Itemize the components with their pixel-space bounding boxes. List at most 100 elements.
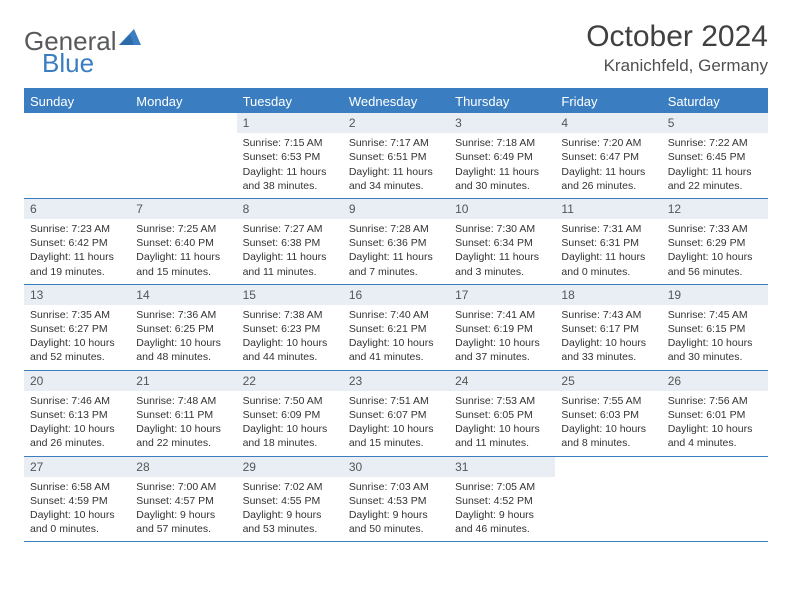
daylight-text: Daylight: 10 hours and 52 minutes. [30,336,124,364]
day-number: 22 [237,371,343,391]
sunset-text: Sunset: 4:52 PM [455,494,549,508]
weekday-header: Tuesday [237,90,343,113]
day-content: Sunrise: 7:17 AMSunset: 6:51 PMDaylight:… [343,133,449,198]
day-cell: 23Sunrise: 7:51 AMSunset: 6:07 PMDayligh… [343,371,449,456]
sunset-text: Sunset: 6:27 PM [30,322,124,336]
sunset-text: Sunset: 6:07 PM [349,408,443,422]
day-number: 12 [662,199,768,219]
daylight-text: Daylight: 11 hours and 22 minutes. [668,165,762,193]
day-content: Sunrise: 7:35 AMSunset: 6:27 PMDaylight:… [24,305,130,370]
weekday-header: Monday [130,90,236,113]
sunrise-text: Sunrise: 7:20 AM [561,136,655,150]
sunrise-text: Sunrise: 7:00 AM [136,480,230,494]
day-content: Sunrise: 7:05 AMSunset: 4:52 PMDaylight:… [449,477,555,542]
day-content: Sunrise: 7:41 AMSunset: 6:19 PMDaylight:… [449,305,555,370]
weekday-header: Friday [555,90,661,113]
day-cell: 18Sunrise: 7:43 AMSunset: 6:17 PMDayligh… [555,285,661,370]
day-cell: 25Sunrise: 7:55 AMSunset: 6:03 PMDayligh… [555,371,661,456]
sunset-text: Sunset: 6:11 PM [136,408,230,422]
day-number: 23 [343,371,449,391]
weekday-header: Saturday [662,90,768,113]
sunset-text: Sunset: 6:29 PM [668,236,762,250]
sunrise-text: Sunrise: 7:36 AM [136,308,230,322]
sunrise-text: Sunrise: 7:48 AM [136,394,230,408]
daylight-text: Daylight: 10 hours and 4 minutes. [668,422,762,450]
daylight-text: Daylight: 10 hours and 26 minutes. [30,422,124,450]
sunrise-text: Sunrise: 7:45 AM [668,308,762,322]
day-cell [662,457,768,542]
day-cell: 15Sunrise: 7:38 AMSunset: 6:23 PMDayligh… [237,285,343,370]
day-content: Sunrise: 7:18 AMSunset: 6:49 PMDaylight:… [449,133,555,198]
day-content: Sunrise: 7:30 AMSunset: 6:34 PMDaylight:… [449,219,555,284]
day-number: 29 [237,457,343,477]
daylight-text: Daylight: 10 hours and 56 minutes. [668,250,762,278]
daylight-text: Daylight: 9 hours and 53 minutes. [243,508,337,536]
day-cell: 26Sunrise: 7:56 AMSunset: 6:01 PMDayligh… [662,371,768,456]
daylight-text: Daylight: 11 hours and 3 minutes. [455,250,549,278]
sunset-text: Sunset: 6:15 PM [668,322,762,336]
sunrise-text: Sunrise: 7:51 AM [349,394,443,408]
day-content: Sunrise: 7:40 AMSunset: 6:21 PMDaylight:… [343,305,449,370]
day-number: 11 [555,199,661,219]
sunset-text: Sunset: 6:38 PM [243,236,337,250]
weekday-header: Thursday [449,90,555,113]
sunset-text: Sunset: 6:40 PM [136,236,230,250]
sunset-text: Sunset: 4:59 PM [30,494,124,508]
day-content: Sunrise: 7:33 AMSunset: 6:29 PMDaylight:… [662,219,768,284]
day-cell: 3Sunrise: 7:18 AMSunset: 6:49 PMDaylight… [449,113,555,198]
day-number: 30 [343,457,449,477]
daylight-text: Daylight: 10 hours and 48 minutes. [136,336,230,364]
day-content: Sunrise: 7:31 AMSunset: 6:31 PMDaylight:… [555,219,661,284]
day-number: 9 [343,199,449,219]
day-content: Sunrise: 7:50 AMSunset: 6:09 PMDaylight:… [237,391,343,456]
day-cell: 9Sunrise: 7:28 AMSunset: 6:36 PMDaylight… [343,199,449,284]
sunrise-text: Sunrise: 7:33 AM [668,222,762,236]
day-number: 18 [555,285,661,305]
day-cell: 6Sunrise: 7:23 AMSunset: 6:42 PMDaylight… [24,199,130,284]
sunset-text: Sunset: 4:57 PM [136,494,230,508]
day-content: Sunrise: 7:20 AMSunset: 6:47 PMDaylight:… [555,133,661,198]
daylight-text: Daylight: 9 hours and 57 minutes. [136,508,230,536]
day-content: Sunrise: 7:51 AMSunset: 6:07 PMDaylight:… [343,391,449,456]
day-number: 5 [662,113,768,133]
daylight-text: Daylight: 10 hours and 37 minutes. [455,336,549,364]
sunrise-text: Sunrise: 7:35 AM [30,308,124,322]
sunrise-text: Sunrise: 7:55 AM [561,394,655,408]
day-cell: 30Sunrise: 7:03 AMSunset: 4:53 PMDayligh… [343,457,449,542]
sunrise-text: Sunrise: 7:17 AM [349,136,443,150]
day-cell: 4Sunrise: 7:20 AMSunset: 6:47 PMDaylight… [555,113,661,198]
day-cell: 27Sunrise: 6:58 AMSunset: 4:59 PMDayligh… [24,457,130,542]
week-row: 20Sunrise: 7:46 AMSunset: 6:13 PMDayligh… [24,371,768,457]
day-content: Sunrise: 7:55 AMSunset: 6:03 PMDaylight:… [555,391,661,456]
sunset-text: Sunset: 6:05 PM [455,408,549,422]
day-cell: 16Sunrise: 7:40 AMSunset: 6:21 PMDayligh… [343,285,449,370]
day-number: 24 [449,371,555,391]
daylight-text: Daylight: 10 hours and 18 minutes. [243,422,337,450]
sunset-text: Sunset: 6:31 PM [561,236,655,250]
sunrise-text: Sunrise: 6:58 AM [30,480,124,494]
title-block: October 2024 Kranichfeld, Germany [586,20,768,76]
sunrise-text: Sunrise: 7:53 AM [455,394,549,408]
daylight-text: Daylight: 11 hours and 15 minutes. [136,250,230,278]
location: Kranichfeld, Germany [586,56,768,76]
day-content: Sunrise: 7:38 AMSunset: 6:23 PMDaylight:… [237,305,343,370]
sunrise-text: Sunrise: 7:30 AM [455,222,549,236]
sunrise-text: Sunrise: 7:56 AM [668,394,762,408]
sunrise-text: Sunrise: 7:46 AM [30,394,124,408]
day-cell: 8Sunrise: 7:27 AMSunset: 6:38 PMDaylight… [237,199,343,284]
daylight-text: Daylight: 11 hours and 30 minutes. [455,165,549,193]
daylight-text: Daylight: 11 hours and 19 minutes. [30,250,124,278]
day-cell: 22Sunrise: 7:50 AMSunset: 6:09 PMDayligh… [237,371,343,456]
day-number: 1 [237,113,343,133]
sunset-text: Sunset: 6:51 PM [349,150,443,164]
sunset-text: Sunset: 6:42 PM [30,236,124,250]
day-content: Sunrise: 7:28 AMSunset: 6:36 PMDaylight:… [343,219,449,284]
day-number: 21 [130,371,236,391]
day-cell [130,113,236,198]
sunset-text: Sunset: 6:45 PM [668,150,762,164]
day-number: 31 [449,457,555,477]
daylight-text: Daylight: 10 hours and 33 minutes. [561,336,655,364]
sunset-text: Sunset: 4:53 PM [349,494,443,508]
day-number: 13 [24,285,130,305]
sunset-text: Sunset: 6:34 PM [455,236,549,250]
